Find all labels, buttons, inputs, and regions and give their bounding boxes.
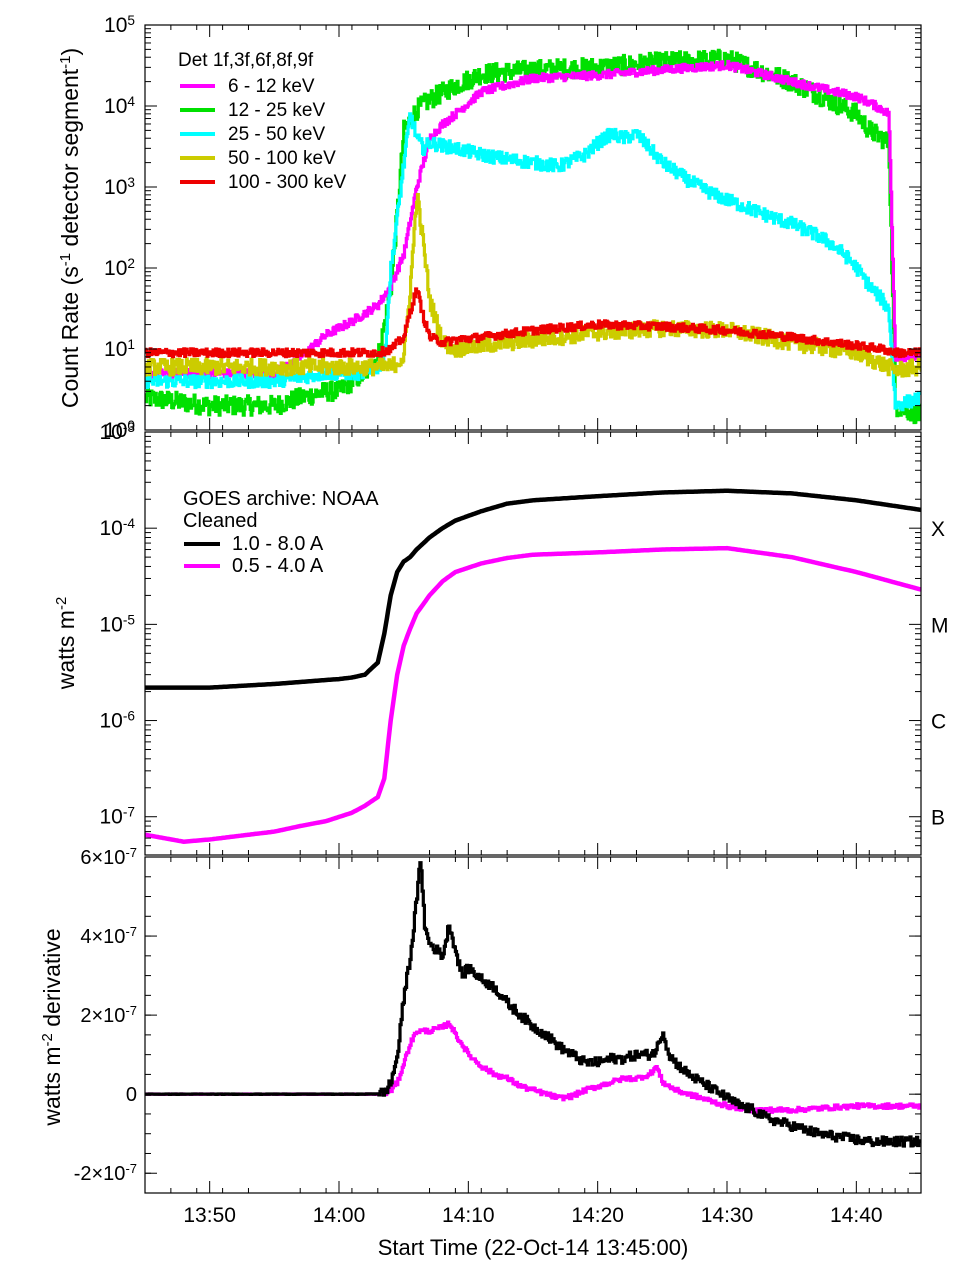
x-tick-label: 14:10 (442, 1204, 495, 1227)
goes-class-label: X (931, 518, 945, 541)
y-tick-label: 10-3 (100, 420, 136, 445)
rhessi-series-group (145, 48, 921, 425)
legend-label: 25 - 50 keV (228, 124, 325, 145)
legend-title: Det 1f,3f,6f,8f,9f (178, 50, 314, 71)
y-tick-label: 101 (104, 337, 135, 362)
y-tick-label: 100 (104, 418, 135, 443)
y-tick-label: 10-6 (100, 708, 136, 733)
y-tick-label: 102 (104, 256, 135, 281)
legend-label: 100 - 300 keV (228, 172, 347, 193)
x-tick-label: 13:50 (183, 1204, 236, 1227)
y-tick-label: 10-4 (100, 516, 136, 541)
legend-title: GOES archive: NOAA (183, 488, 379, 510)
y-axis-label: Count Rate (s-1 detector segment-1) (57, 48, 84, 408)
x-tick-label: 14:30 (701, 1204, 754, 1227)
rhessi-panel: 100 101 102 103 104 105 Count Rate (s-1 detect… (57, 13, 922, 443)
derivative-axes-frame (144, 856, 922, 1194)
x-tick-label: 14:00 (313, 1204, 366, 1227)
y-axis-label: watts m-2 (53, 597, 80, 691)
goes-class-label: B (931, 807, 945, 830)
series-line-0.5-4.0A (145, 545, 921, 844)
goes-axes-frame (144, 431, 922, 856)
series-line-6-12keV (145, 59, 921, 379)
goes-series-group (145, 488, 921, 844)
y-tick-label: 2×10-7 (80, 1003, 137, 1028)
goes-class-label: M (931, 614, 949, 637)
y-tick-label: 104 (104, 94, 135, 119)
legend-label: 50 - 100 keV (228, 148, 336, 169)
y-tick-label: 105 (104, 13, 135, 38)
legend-label: 0.5 - 4.0 A (232, 555, 324, 577)
series-line-100-300keV (145, 287, 921, 359)
x-tick-label: 14:40 (830, 1204, 883, 1227)
y-tick-label: -2×10-7 (74, 1161, 137, 1186)
y-tick-label: 4×10-7 (80, 924, 137, 949)
y-tick-label: 103 (104, 175, 135, 200)
y-tick-label: 6×10-7 (80, 845, 137, 870)
series-line-1.0-8.0Aderivative (145, 861, 921, 1148)
legend-subtitle: Cleaned (183, 510, 258, 532)
y-tick-label: 10-7 (100, 804, 136, 829)
series-line-0.5-4.0Aderivative (145, 1020, 921, 1114)
series-line-25-50keV (145, 112, 921, 412)
series-line-1.0-8.0A (145, 488, 921, 690)
y-tick-label: 10-5 (100, 612, 136, 637)
y-axis-label: watts m-2 derivative (39, 928, 66, 1126)
goes-class-label: C (931, 711, 946, 734)
derivative-series-group (145, 861, 921, 1148)
rhessi-axes-frame (144, 24, 922, 431)
x-tick-label: 14:20 (571, 1204, 624, 1227)
x-axis-label: Start Time (22-Oct-14 13:45:00) (378, 1235, 689, 1260)
y-tick-label: 0 (126, 1084, 137, 1106)
derivative-panel: 6×10-7 4×10-7 2×10-7 0 -2×10-7 13:50 14:00 14:1… (39, 845, 922, 1260)
legend-label: 1.0 - 8.0 A (232, 533, 324, 555)
legend-label: 6 - 12 keV (228, 76, 315, 97)
legend-label: 12 - 25 keV (228, 100, 325, 121)
